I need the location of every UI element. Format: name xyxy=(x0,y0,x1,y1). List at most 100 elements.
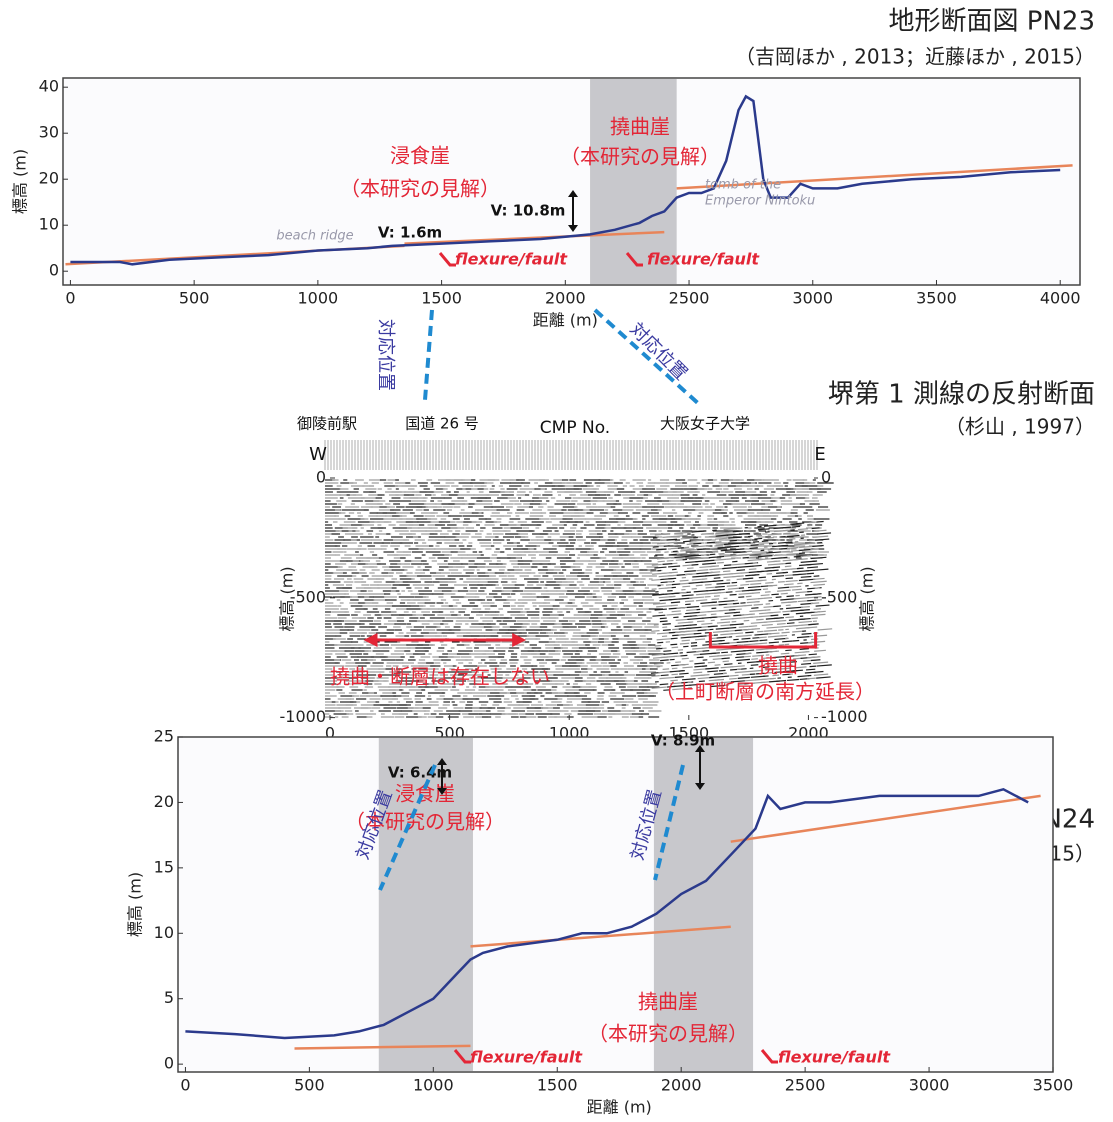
annotation: 撓曲崖 xyxy=(638,990,698,1014)
reflector xyxy=(799,621,812,622)
reflector xyxy=(801,576,812,577)
reflector xyxy=(685,601,694,602)
reflector xyxy=(781,593,788,594)
reflector xyxy=(651,631,659,632)
reflector xyxy=(748,590,761,591)
reflector xyxy=(682,658,689,659)
reflector xyxy=(801,607,810,608)
reflector xyxy=(786,581,798,582)
reflector xyxy=(732,618,745,619)
annotation: V: 1.6m xyxy=(378,224,442,242)
y-tick-label: 40 xyxy=(39,77,59,96)
reflector xyxy=(806,573,814,574)
reflector xyxy=(751,545,759,546)
reflector xyxy=(788,602,796,603)
reflector xyxy=(807,567,818,568)
reflector xyxy=(752,629,760,630)
annotation: 撓曲・断層は存在しない xyxy=(330,665,550,689)
reflector xyxy=(814,609,821,610)
reflector xyxy=(716,535,728,536)
reflector xyxy=(813,584,825,585)
reflector xyxy=(702,563,716,564)
reflector xyxy=(697,549,706,550)
reflector xyxy=(666,539,676,540)
reflector xyxy=(696,570,708,571)
x-tick-label: 2000 xyxy=(545,289,586,308)
reflector xyxy=(668,566,680,567)
reflector xyxy=(724,655,732,656)
reflector xyxy=(781,551,790,552)
reflector xyxy=(750,584,761,585)
reflector xyxy=(789,587,798,588)
y-tick-label: 20 xyxy=(154,792,174,811)
reflector xyxy=(715,559,727,560)
x-tick-label: 2500 xyxy=(785,1076,826,1095)
reflector xyxy=(814,657,821,658)
reflector xyxy=(680,592,687,593)
reflector xyxy=(733,531,743,532)
y-axis-label: 標高 (m) xyxy=(11,149,30,214)
annotation: flexure/fault xyxy=(778,1048,891,1067)
reflector xyxy=(726,592,732,593)
reflector xyxy=(737,666,745,667)
plot-area xyxy=(63,78,1080,285)
reflector xyxy=(814,674,828,675)
reflector xyxy=(814,672,824,673)
reflector xyxy=(680,643,689,644)
reflector xyxy=(778,582,785,583)
y-tick-label: 10 xyxy=(39,215,59,234)
reflector xyxy=(781,557,787,558)
reflector xyxy=(722,658,730,659)
x-tick-label: 500 xyxy=(179,289,210,308)
annotation: （本研究の見解） xyxy=(560,145,720,169)
reflector xyxy=(656,606,672,607)
reflector xyxy=(756,649,772,650)
reflector xyxy=(682,631,699,632)
reflector xyxy=(679,634,696,635)
y-tick-label: -500 xyxy=(821,587,857,606)
reflector xyxy=(749,569,757,570)
y-tick-label: 20 xyxy=(39,169,59,188)
reflector xyxy=(801,559,808,560)
annotation: flexure/fault xyxy=(455,250,568,269)
reflector xyxy=(762,541,769,542)
reflector xyxy=(793,574,806,575)
reflector xyxy=(717,637,733,638)
reflector xyxy=(693,543,701,544)
reflector xyxy=(736,636,748,637)
reflector xyxy=(656,648,663,649)
annotation: CMP No. xyxy=(540,418,610,438)
reflector xyxy=(694,591,708,592)
reflector xyxy=(735,609,741,610)
connector-label: 対応位置 xyxy=(625,319,691,385)
reflector xyxy=(792,526,800,527)
reflector xyxy=(774,561,781,562)
reflector xyxy=(701,675,710,676)
y-tick-label: -1000 xyxy=(280,707,327,726)
reflector xyxy=(663,630,671,631)
reflector xyxy=(792,589,802,590)
reflector xyxy=(685,612,700,613)
reflector xyxy=(749,626,758,627)
reflector xyxy=(730,594,737,595)
reflector xyxy=(663,534,671,535)
reflector xyxy=(657,543,665,544)
reflector xyxy=(738,677,750,678)
x-tick-label: 1000 xyxy=(413,1076,454,1095)
y-tick-label: 15 xyxy=(154,857,174,876)
reflector xyxy=(668,578,675,579)
reflector xyxy=(797,637,809,638)
reflector xyxy=(783,527,791,528)
reflector xyxy=(786,607,803,608)
reflector xyxy=(814,650,826,651)
reflector xyxy=(736,659,749,660)
reflector xyxy=(705,575,721,576)
x-tick-label: 500 xyxy=(294,1076,325,1095)
reflector xyxy=(686,610,698,611)
reflector xyxy=(742,605,753,606)
reflector xyxy=(781,548,788,549)
reflector xyxy=(691,646,697,647)
reflector xyxy=(669,572,678,573)
reflector xyxy=(739,593,754,594)
reflector xyxy=(728,628,736,629)
